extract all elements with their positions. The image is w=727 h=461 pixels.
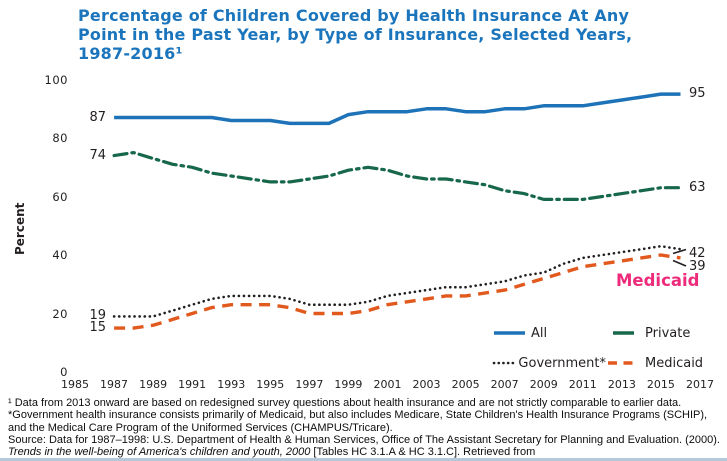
x-tick-1991: 1991 [178, 378, 207, 391]
y-tick-100: 100 [44, 72, 68, 87]
y-tick-20: 20 [52, 306, 68, 321]
series-line-government [112, 244, 682, 318]
legend-swatch-all-icon [494, 331, 525, 335]
y-tick-60: 60 [52, 189, 68, 204]
legend-swatch-government-icon [492, 361, 516, 365]
legend-label-all: All [531, 325, 548, 341]
legend-item-private: Private [606, 318, 727, 348]
x-tick-1985: 1985 [61, 378, 89, 391]
bottom-accent-rule [0, 458, 727, 461]
leader-tick-government [672, 248, 687, 255]
footnote-source: Source: Data for 1987–1998: U.S. Departm… [8, 433, 720, 459]
title-line-3: 1987-2016¹ [78, 44, 183, 63]
start-value-label-all: 87 [89, 109, 106, 125]
footnote-note: ¹ Data from 2013 onward are based on red… [8, 397, 708, 434]
x-tick-2003: 2003 [412, 378, 441, 391]
x-tick-2001: 2001 [373, 378, 402, 391]
x-tick-2007: 2007 [490, 378, 519, 391]
x-tick-2013: 2013 [607, 378, 636, 391]
legend-item-government: Government* [492, 348, 606, 378]
legend: All Private Government* Medicaid [492, 318, 727, 378]
legend-label-private: Private [645, 325, 691, 341]
legend-swatch-private-icon [613, 331, 634, 335]
x-tick-1997: 1997 [295, 378, 324, 391]
leader-tick-medicaid [672, 259, 687, 267]
y-tick-80: 80 [52, 131, 68, 145]
x-tick-1999: 1999 [334, 378, 363, 391]
page-title: Percentage of Children Covered by Health… [78, 6, 708, 63]
x-tick-2015: 2015 [646, 378, 675, 391]
end-value-label-private: 63 [689, 179, 706, 195]
x-tick-1993: 1993 [217, 378, 246, 391]
legend-swatch-medicaid-icon [608, 361, 639, 365]
y-tick-40: 40 [52, 248, 68, 262]
x-tick-2005: 2005 [451, 378, 480, 391]
x-tick-2009: 2009 [529, 378, 558, 391]
legend-label-government: Government* [518, 355, 606, 371]
end-value-label-all: 95 [689, 86, 706, 102]
end-value-label-government: 42 [689, 246, 706, 262]
legend-item-medicaid: Medicaid [606, 348, 727, 378]
y-tick-0: 0 [60, 365, 68, 379]
x-tick-2017: 2017 [685, 378, 714, 391]
x-tick-1987: 1987 [100, 378, 129, 391]
series-line-all [114, 92, 681, 126]
medicaid-callout-label: Medicaid [616, 271, 700, 290]
start-value-label-medicaid: 15 [89, 320, 106, 336]
legend-label-medicaid: Medicaid [645, 355, 704, 371]
title-line-1: Percentage of Children Covered by Health… [78, 6, 630, 25]
legend-item-all: All [492, 318, 606, 348]
series-line-private [112, 151, 683, 201]
start-value-label-private: 74 [89, 147, 106, 163]
footnote: ¹ Data from 2013 onward are based on red… [8, 397, 722, 458]
x-tick-2011: 2011 [568, 378, 597, 391]
start-value-label-government: 19 [89, 308, 106, 324]
x-tick-1995: 1995 [256, 378, 285, 391]
title-line-2: Point in the Past Year, by Type of Insur… [78, 25, 633, 44]
x-tick-1989: 1989 [139, 378, 168, 391]
end-value-label-medicaid: 39 [689, 258, 706, 274]
series-line-medicaid [114, 253, 681, 330]
